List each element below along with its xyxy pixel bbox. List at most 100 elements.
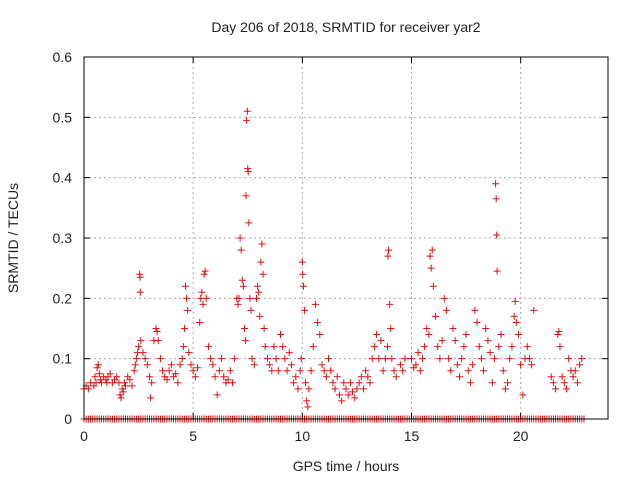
data-point: [139, 349, 147, 357]
data-point: [93, 364, 101, 372]
data-point: [94, 361, 102, 369]
data-point: [438, 337, 446, 345]
data-point: [528, 361, 536, 369]
data-point: [263, 355, 271, 363]
data-point: [517, 361, 525, 369]
data-point: [493, 231, 501, 239]
data-point: [525, 355, 533, 363]
data-point: [95, 370, 103, 378]
data-point: [340, 379, 348, 387]
data-point: [569, 373, 577, 381]
data-point: [335, 391, 343, 399]
axis-ticks: 0 0.1 0.2 0.3 0.4 0.5 0.6 0 5 10 15 20: [53, 49, 608, 444]
data-point: [571, 367, 579, 375]
data-point: [303, 397, 311, 405]
data-point: [84, 385, 92, 393]
data-point: [202, 294, 210, 302]
data-point: [136, 288, 144, 296]
data-point: [488, 379, 496, 387]
data-point: [493, 267, 501, 275]
data-point: [381, 355, 389, 363]
data-point: [302, 379, 310, 387]
data-point: [159, 367, 167, 375]
data-point: [346, 379, 354, 387]
data-point: [143, 361, 151, 369]
data-point: [154, 337, 162, 345]
data-point: [401, 355, 409, 363]
data-point: [255, 288, 263, 296]
data-point: [514, 331, 522, 339]
data-point: [497, 331, 505, 339]
data-point: [576, 361, 584, 369]
data-point: [329, 379, 337, 387]
data-point: [425, 331, 433, 339]
data-point: [480, 367, 488, 375]
data-point: [147, 394, 155, 402]
data-point: [106, 370, 114, 378]
data-point: [239, 282, 247, 290]
data-point: [135, 343, 143, 351]
data-point: [349, 388, 357, 396]
data-point: [194, 364, 202, 372]
data-point: [91, 373, 99, 381]
data-point: [563, 385, 571, 393]
data-point: [565, 355, 573, 363]
data-point: [242, 337, 250, 345]
data-point: [266, 361, 274, 369]
data-point: [237, 246, 245, 254]
data-point: [153, 328, 161, 336]
y-tick-label: 0.1: [53, 351, 73, 367]
y-tick-label: 0: [64, 411, 72, 427]
data-point: [364, 373, 372, 381]
data-point: [240, 325, 248, 332]
data-point: [426, 252, 434, 260]
data-point: [218, 355, 226, 363]
data-point: [172, 370, 180, 378]
data-point: [357, 373, 365, 381]
data-point: [165, 367, 173, 375]
data-point: [486, 349, 494, 357]
data-point: [137, 337, 145, 345]
data-point: [184, 306, 192, 314]
data-point: [126, 376, 134, 384]
data-point: [490, 355, 498, 363]
x-tick-label: 15: [404, 428, 420, 444]
data-point: [274, 367, 282, 375]
data-point: [510, 312, 518, 320]
data-point: [250, 361, 258, 369]
data-point: [442, 306, 450, 314]
data-point: [379, 367, 387, 375]
data-point: [362, 367, 370, 375]
data-point: [258, 240, 266, 248]
data-point: [268, 367, 276, 375]
data-point: [492, 195, 500, 203]
x-axis-title: GPS time / hours: [293, 458, 400, 474]
data-point: [231, 355, 239, 363]
data-point: [511, 297, 519, 305]
data-point: [416, 367, 424, 375]
data-point: [254, 282, 262, 290]
data-point: [573, 379, 581, 387]
data-point: [353, 385, 361, 393]
data-point: [449, 325, 457, 332]
data-point: [327, 367, 335, 375]
data-point: [152, 325, 160, 332]
data-point: [475, 343, 483, 351]
data-point: [375, 355, 383, 363]
data-point: [333, 373, 341, 381]
data-point: [304, 403, 312, 411]
data-point: [200, 270, 208, 278]
data-point: [235, 294, 243, 302]
data-point: [466, 379, 474, 387]
data-point: [316, 331, 324, 339]
data-point: [234, 300, 242, 308]
data-point: [130, 367, 138, 375]
data-point: [377, 337, 385, 345]
plot-frame: [83, 56, 609, 420]
data-point: [260, 325, 268, 332]
data-point: [180, 325, 188, 332]
data-point: [428, 246, 436, 254]
data-point: [176, 361, 184, 369]
data-point: [383, 343, 391, 351]
